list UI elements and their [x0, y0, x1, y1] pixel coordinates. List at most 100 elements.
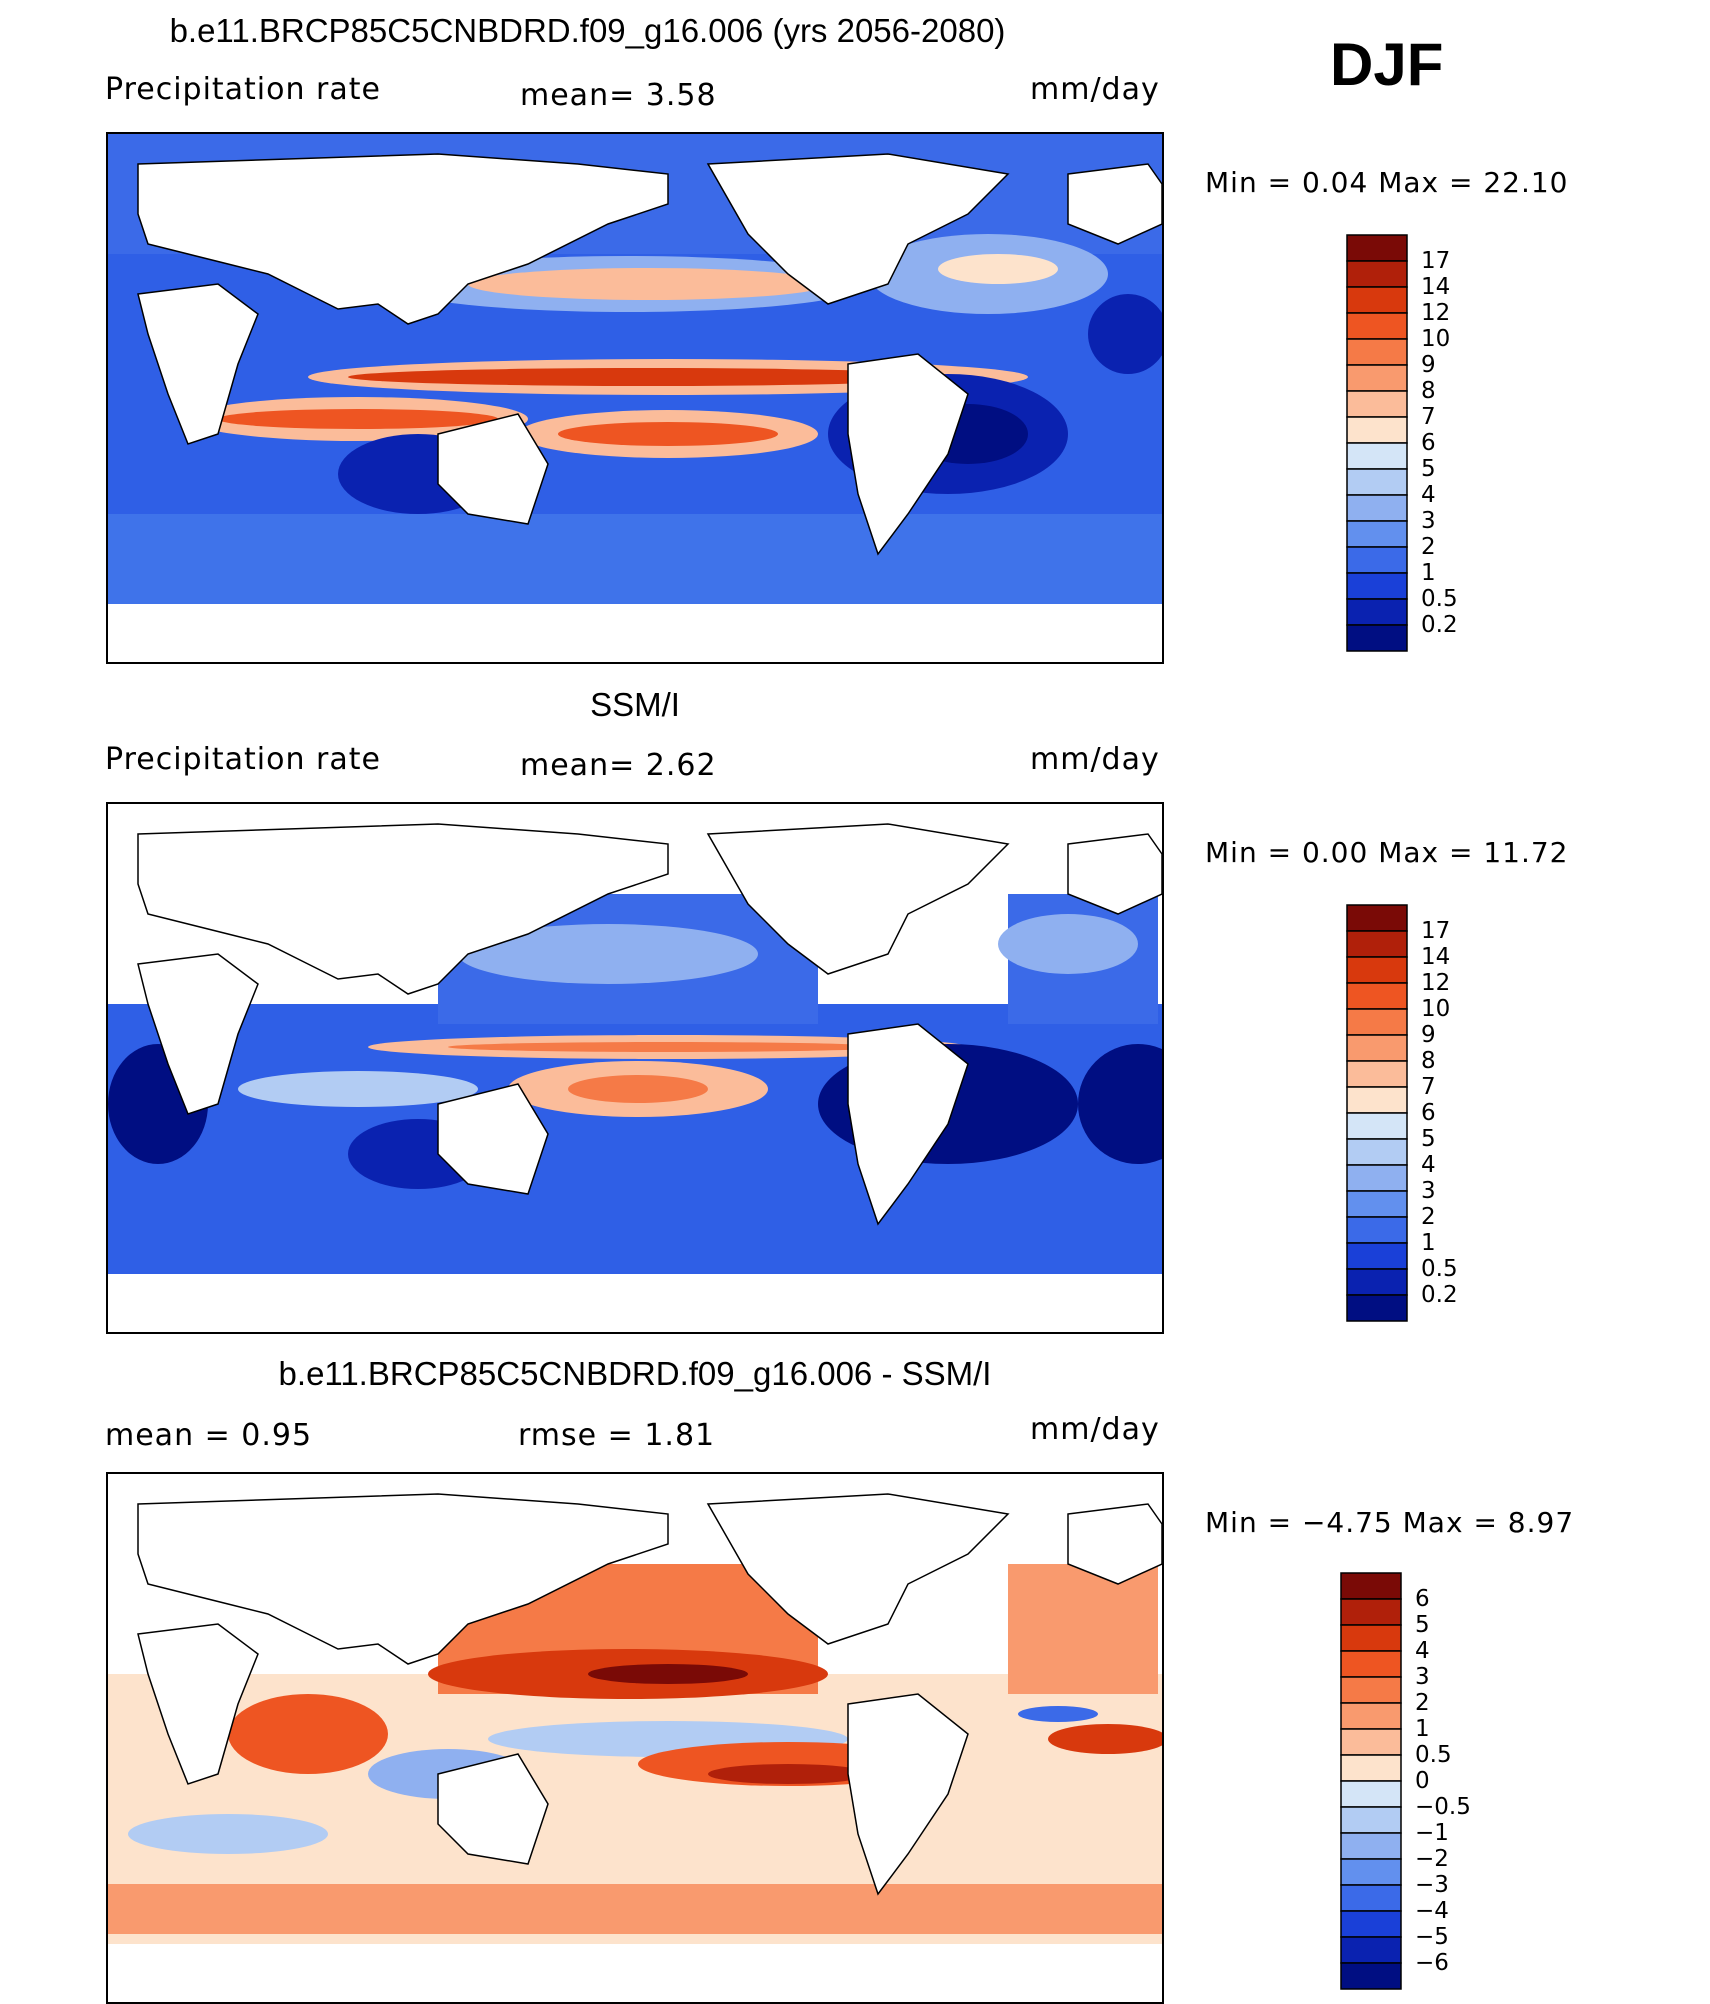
panel-1-mean-label: mean= 3.58 — [520, 78, 717, 113]
panel-1-colorbar-block — [1346, 520, 1408, 548]
panel-2-colorbar-block — [1346, 1112, 1408, 1140]
south-america — [847, 1693, 969, 1896]
panel-3-colorbar-tick-label: −0.5 — [1415, 1794, 1471, 1820]
panel-3-colorbar-tick-label: −4 — [1415, 1898, 1449, 1924]
season-label: DJF — [1330, 31, 1444, 98]
panel-1-colorbar-block — [1346, 234, 1408, 262]
panel-1-colorbar-blocks — [1346, 234, 1408, 652]
panel-2-colorbar-block — [1346, 956, 1408, 984]
panel-1-colorbar-tick-label: 7 — [1421, 404, 1436, 430]
panel-1-colorbar-block — [1346, 312, 1408, 340]
africa — [137, 953, 259, 1115]
panel-3-colorbar-tick-label: 6 — [1415, 1586, 1430, 1612]
itcz-core — [348, 368, 948, 386]
panel-1-colorbar-block — [1346, 338, 1408, 366]
panel-2-colorbar-block — [1346, 1086, 1408, 1114]
panel-3-colorbar-tick-label: 1 — [1415, 1716, 1430, 1742]
panel-3-mean-label: mean = 0.95 — [105, 1418, 313, 1453]
panel-3-colorbar-tick-label: −6 — [1415, 1950, 1449, 1976]
europe-east — [1067, 163, 1162, 245]
north-america — [706, 823, 1010, 975]
panel-2-units-label: mm/day — [1030, 742, 1160, 777]
panel-2-colorbar-tick-label: 0.5 — [1421, 1256, 1458, 1282]
north-pacific-storm-core — [468, 268, 828, 300]
panel-1-colorbar-tick-label: 8 — [1421, 378, 1436, 404]
ne-atlantic-dry-zone — [1088, 294, 1162, 374]
panel-3-colorbar-block — [1340, 1650, 1402, 1678]
north-atlantic-diff — [1008, 1564, 1158, 1694]
eurasia — [137, 1493, 669, 1665]
panel-3-colorbar-block — [1340, 1884, 1402, 1912]
panel-2-map-svg — [108, 804, 1162, 1332]
panel-1-colorbar-tick-label: 9 — [1421, 352, 1436, 378]
panel-3-colorbar-block — [1340, 1780, 1402, 1808]
panel-3-colorbar-block — [1340, 1728, 1402, 1756]
panel-2-colorbar-blocks — [1346, 904, 1408, 1322]
panel-3-units-label: mm/day — [1030, 1412, 1160, 1447]
panel-1-colorbar-tick-label: 6 — [1421, 430, 1436, 456]
panel-3-min-max: Min = −4.75 Max = 8.97 — [1205, 1506, 1575, 1539]
atlantic-itcz-diff — [1048, 1724, 1162, 1754]
panel-3-colorbar-tick-label: −5 — [1415, 1924, 1449, 1950]
panel-3-title: b.e11.BRCP85C5CNBDRD.f09_g16.006 - SSM/I — [278, 1355, 992, 1392]
panel-2-colorbar-tick-label: 1 — [1421, 1230, 1436, 1256]
panel-2-colorbar-tick-label: 6 — [1421, 1100, 1436, 1126]
panel-1-colorbar-tick-label: 10 — [1421, 326, 1451, 352]
panel-1-colorbar-block — [1346, 624, 1408, 652]
panel-1-colorbar-tick-label: 0.5 — [1421, 586, 1458, 612]
antarctica — [108, 1274, 1162, 1332]
panel-2-colorbar-block — [1346, 1008, 1408, 1036]
panel-1-colorbar-tick-label: 4 — [1421, 482, 1436, 508]
panel-3-colorbar-tick-label: 5 — [1415, 1612, 1430, 1638]
panel-2-colorbar-block — [1346, 1268, 1408, 1296]
panel-1-colorbar — [1346, 234, 1408, 652]
north-atlantic-storm-track — [998, 914, 1138, 974]
panel-1-map — [106, 132, 1164, 664]
panel-2-colorbar-tick-label: 5 — [1421, 1126, 1436, 1152]
panel-2-colorbar-block — [1346, 1216, 1408, 1244]
panel-2-colorbar-tick-label: 10 — [1421, 996, 1451, 1022]
panel-1-colorbar-block — [1346, 598, 1408, 626]
panel-2-mean-label: mean= 2.62 — [520, 748, 717, 783]
panel-3-colorbar-block — [1340, 1962, 1402, 1990]
panel-2-colorbar-tick-label: 7 — [1421, 1074, 1436, 1100]
panel-3-colorbar-tick-label: 0 — [1415, 1768, 1430, 1794]
panel-2-colorbar-tick-label: 3 — [1421, 1178, 1436, 1204]
panel-2-colorbar-block — [1346, 1138, 1408, 1166]
panel-3-colorbar-tick-label: −2 — [1415, 1846, 1449, 1872]
panel-3-colorbar — [1340, 1572, 1402, 1990]
australia — [437, 1753, 549, 1865]
north-america — [706, 153, 1010, 305]
panel-2-colorbar-tick-label: 8 — [1421, 1048, 1436, 1074]
panel-3-colorbar-block — [1340, 1754, 1402, 1782]
panel-1-units-label: mm/day — [1030, 72, 1160, 107]
panel-3-colorbar-block — [1340, 1624, 1402, 1652]
panel-2-colorbar-tick-label: 4 — [1421, 1152, 1436, 1178]
africa — [137, 283, 259, 445]
antarctica — [108, 604, 1162, 662]
panel-3-colorbar-block — [1340, 1858, 1402, 1886]
panel-2-map — [106, 802, 1164, 1334]
panel-1-colorbar-tick-label: 2 — [1421, 534, 1436, 560]
continents — [137, 1493, 1162, 1896]
panel-2-colorbar-tick-label: 2 — [1421, 1204, 1436, 1230]
southern-ocean-diff — [108, 1884, 1162, 1934]
north-america — [706, 1493, 1010, 1645]
panel-1-min-max: Min = 0.04 Max = 22.10 — [1205, 166, 1569, 199]
panel-3-colorbar-block — [1340, 1832, 1402, 1860]
australia — [437, 413, 549, 525]
panel-2-colorbar-block — [1346, 1164, 1408, 1192]
panel-3-map-svg — [108, 1474, 1162, 2002]
panel-3-rmse-label: rmse = 1.81 — [518, 1418, 716, 1453]
panel-3-colorbar-tick-label: 0.5 — [1415, 1742, 1452, 1768]
europe-east — [1067, 1503, 1162, 1585]
panel-2-title: SSM/I — [590, 686, 680, 723]
panel-1-colorbar-block — [1346, 364, 1408, 392]
panel-1-colorbar-block — [1346, 572, 1408, 600]
panel-3-colorbar-block — [1340, 1676, 1402, 1704]
panel-2-colorbar-block — [1346, 1060, 1408, 1088]
panel-1-map-svg — [108, 134, 1162, 662]
panel-2-min-max: Min = 0.00 Max = 11.72 — [1205, 836, 1569, 869]
panel-1-colorbar-tick-label: 1 — [1421, 560, 1436, 586]
panel-2-colorbar-block — [1346, 1242, 1408, 1270]
